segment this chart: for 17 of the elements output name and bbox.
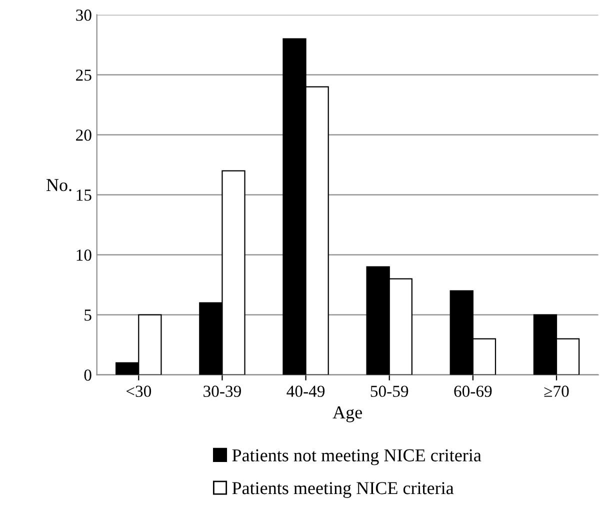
x-axis-title: Age: [332, 406, 362, 422]
legend-label: Patients meeting NICE criteria: [232, 482, 454, 498]
y-tick-label: 5: [84, 310, 92, 321]
y-tick-label: 15: [76, 190, 92, 201]
x-tick-label: 30-39: [204, 386, 241, 397]
x-tick-label: 50-59: [370, 386, 408, 397]
y-tick-label: 10: [76, 250, 92, 261]
x-tick-label: 60-69: [454, 386, 492, 397]
y-axis-title: No.: [46, 179, 72, 192]
x-tick-label: <30: [126, 386, 152, 397]
y-tick-label: 20: [76, 130, 92, 141]
legend-label: Patients not meeting NICE criteria: [232, 449, 482, 466]
x-tick-label: ≥70: [544, 386, 569, 397]
y-tick-label: 30: [76, 10, 92, 21]
y-tick-label: 0: [84, 369, 92, 381]
y-tick-label: 25: [76, 70, 92, 81]
x-tick-label: 40-49: [286, 386, 325, 397]
